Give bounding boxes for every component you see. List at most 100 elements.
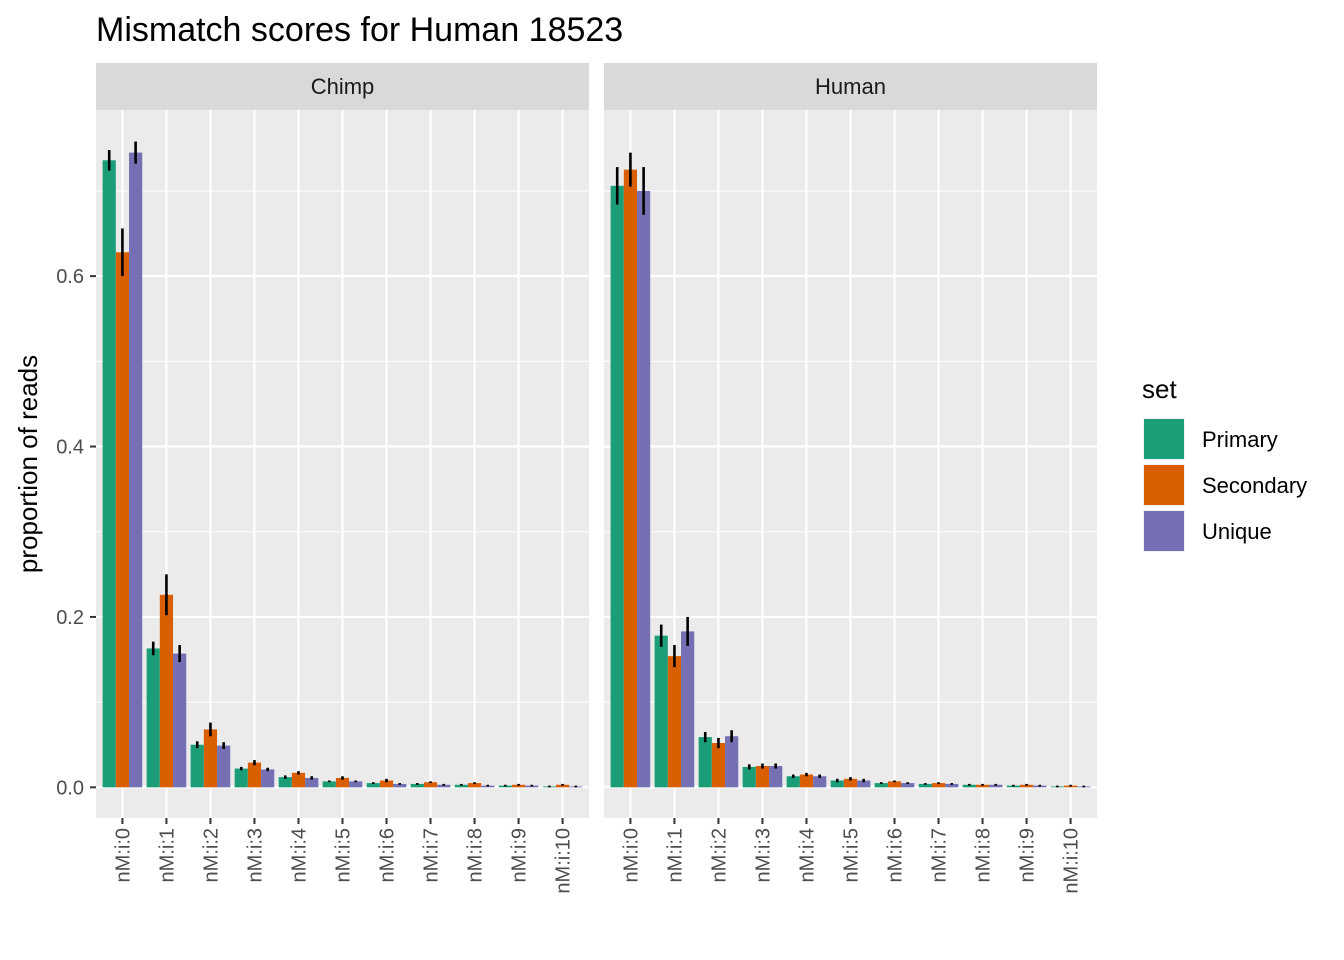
bar <box>975 784 990 788</box>
x-tick-label: nM:i:3 <box>244 828 266 882</box>
bar <box>322 781 336 788</box>
facet-panel-chimp: Chimp nM:i:0 nM:i:1 nM:i:2 nM:i:3 nM:i:4 nM:i:… <box>96 63 589 894</box>
bar <box>305 777 319 788</box>
bar <box>742 766 756 788</box>
bar <box>1019 784 1034 788</box>
bar <box>725 736 739 788</box>
bar <box>129 152 143 788</box>
facet-strip-label: Human <box>815 74 886 99</box>
bar <box>667 656 682 788</box>
legend-title: set <box>1142 374 1177 404</box>
x-tick-label: nM:i:5 <box>841 828 863 882</box>
legend: set Primary Secondary Unique <box>1142 374 1307 552</box>
y-tick-label: 0.6 <box>56 266 84 288</box>
x-tick-label: nM:i:5 <box>333 828 355 882</box>
legend-swatch <box>1144 511 1184 551</box>
x-tick-label: nM:i:0 <box>112 828 134 882</box>
bar <box>887 781 902 788</box>
bar <box>423 782 438 788</box>
facet-strip-label: Chimp <box>311 74 375 99</box>
bar <box>989 784 1003 788</box>
x-tick-label: nM:i:3 <box>752 828 774 882</box>
facet-strip <box>604 63 1097 110</box>
series-unique <box>129 141 583 788</box>
bar <box>610 185 624 788</box>
bar <box>247 762 262 788</box>
bar <box>786 776 800 788</box>
bar <box>637 190 651 788</box>
bar <box>173 653 187 788</box>
x-tick-label: nM:i:7 <box>929 828 951 882</box>
bar <box>349 781 363 788</box>
y-tick-label: 0.4 <box>56 437 84 459</box>
x-tick-label: nM:i:4 <box>796 828 818 882</box>
bar <box>410 783 424 788</box>
legend-label: Secondary <box>1202 473 1307 498</box>
bar <box>190 744 204 788</box>
bar <box>511 784 526 788</box>
y-axis: 0.0 0.2 0.4 0.6 <box>56 266 96 799</box>
series-primary <box>610 167 1064 788</box>
bar <box>769 766 783 788</box>
series-primary <box>102 150 556 788</box>
bar <box>962 784 976 788</box>
x-tick-label: nM:i:8 <box>465 828 487 882</box>
bar <box>217 745 231 788</box>
bar <box>830 780 844 788</box>
bar <box>931 783 946 788</box>
x-tick-label: nM:i:0 <box>620 828 642 882</box>
bar <box>261 769 275 788</box>
legend-label: Primary <box>1202 427 1278 452</box>
bar <box>843 778 858 788</box>
x-tick-label: nM:i:1 <box>664 828 686 882</box>
bar <box>918 783 932 788</box>
bar <box>799 774 814 788</box>
bar <box>698 737 712 788</box>
bar <box>102 160 116 788</box>
bar <box>159 594 174 788</box>
bar <box>146 648 160 788</box>
bar <box>115 252 130 788</box>
bar <box>366 783 380 788</box>
facet-panel-human: Human nM:i:0 nM:i:1 nM:i:2 nM:i:3 nM:i:4 nM:i:… <box>604 63 1097 894</box>
bar <box>291 772 306 788</box>
x-tick-label: nM:i:2 <box>200 828 222 882</box>
series-unique <box>637 167 1091 788</box>
x-tick-label: nM:i:8 <box>973 828 995 882</box>
bar <box>945 783 959 788</box>
bar <box>555 784 570 788</box>
bar <box>467 783 482 788</box>
bar <box>623 169 638 788</box>
legend-swatch <box>1144 465 1184 505</box>
bar <box>278 777 292 788</box>
x-tick-label: nM:i:10 <box>1061 828 1083 894</box>
legend-swatch <box>1144 419 1184 459</box>
bar <box>234 768 248 788</box>
x-tick-label: nM:i:10 <box>553 828 575 894</box>
x-tick-label: nM:i:2 <box>708 828 730 882</box>
bar <box>813 776 827 788</box>
facet-strip <box>96 63 589 110</box>
x-tick-label: nM:i:7 <box>421 828 443 882</box>
bar <box>755 766 770 788</box>
y-tick-label: 0.2 <box>56 607 84 629</box>
bar <box>393 783 407 788</box>
x-tick-label: nM:i:6 <box>885 828 907 882</box>
bar <box>654 635 668 788</box>
legend-label: Unique <box>1202 519 1272 544</box>
bar <box>874 783 888 788</box>
x-tick-label: nM:i:6 <box>377 828 399 882</box>
bar <box>379 780 394 788</box>
x-tick-label: nM:i:9 <box>1017 828 1039 882</box>
bar <box>203 729 218 788</box>
x-tick-label: nM:i:1 <box>156 828 178 882</box>
bar <box>711 743 726 788</box>
bar <box>901 783 915 788</box>
bar <box>335 777 350 788</box>
facet-panels: Chimp nM:i:0 nM:i:1 nM:i:2 nM:i:3 nM:i:4 nM:i:… <box>56 63 1097 894</box>
series-secondary <box>115 228 570 788</box>
series-secondary <box>623 152 1078 788</box>
x-tick-label: nM:i:9 <box>509 828 531 882</box>
y-axis-title: proportion of reads <box>13 355 43 573</box>
